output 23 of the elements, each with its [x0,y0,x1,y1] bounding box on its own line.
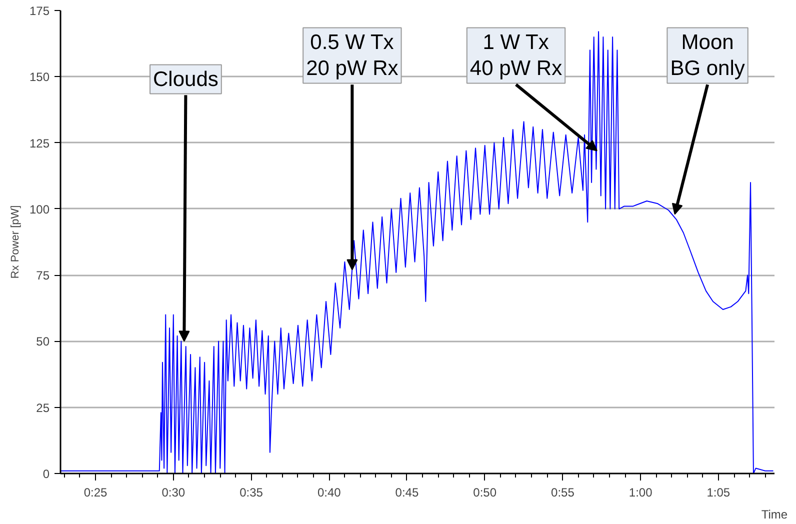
y-tick-label: 150 [29,70,50,84]
x-tick-label: 0:55 [551,486,575,500]
y-tick-label: 0 [42,467,50,481]
x-tick-label: 1:05 [706,486,730,500]
annotation: 0.5 W Tx 20 pW Rx [306,30,399,80]
annotation: Clouds [153,68,218,91]
x-tick-label: 1:00 [628,486,653,500]
x-tick-label: 0:45 [395,486,419,500]
y-axis-title: Rx Power [pW] [9,205,22,279]
annotation: 1 W Tx 40 pW Rx [470,30,563,80]
y-tick-label: 175 [29,4,50,18]
y-tick-label: 75 [36,268,50,283]
x-tick-label: 0:50 [473,486,497,500]
y-tick-label: 125 [29,136,50,150]
y-tick-label: 100 [29,202,50,216]
x-tick-label: 0:35 [240,486,264,500]
y-tick-label: 25 [36,400,50,415]
x-tick-label: 0:25 [84,486,108,500]
x-tick-label: 0:30 [162,486,186,500]
x-tick-label: 0:40 [317,486,342,500]
annotation: Moon BG only [670,30,746,80]
y-tick-label: 50 [36,334,50,349]
x-axis-title: Time [761,508,788,522]
